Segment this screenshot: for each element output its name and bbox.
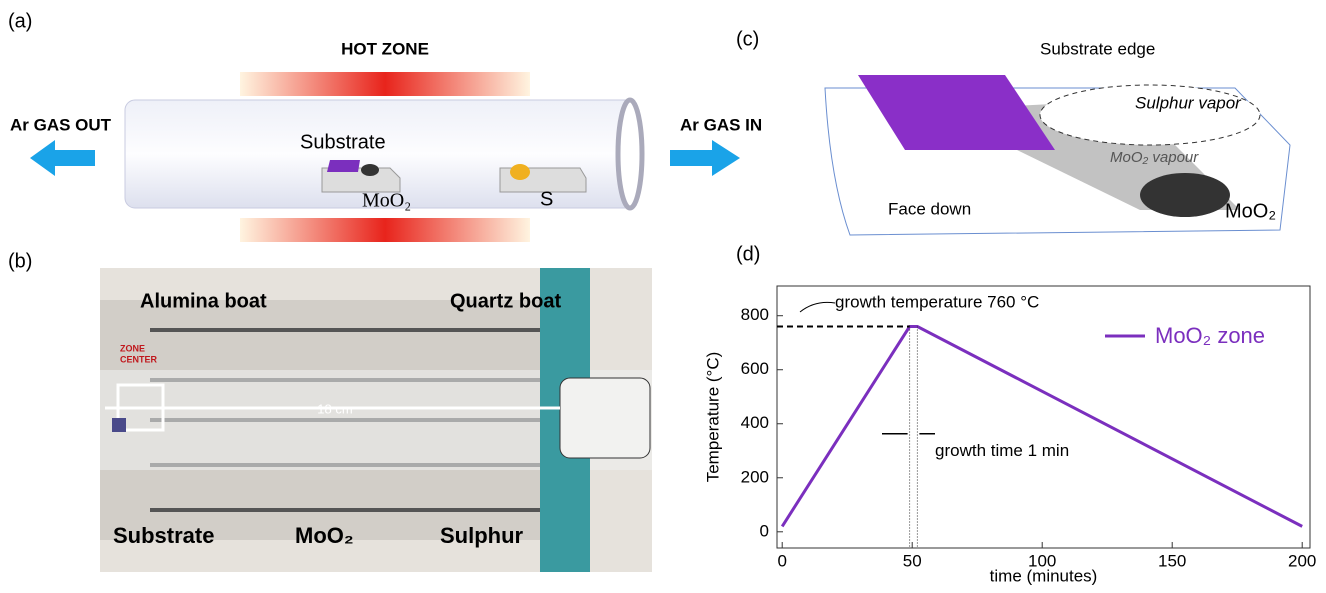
x-axis-label: time (minutes)	[990, 566, 1098, 585]
zone-center: ZONE	[120, 343, 145, 353]
hot-zone	[240, 72, 530, 96]
panel-label: (c)	[736, 28, 759, 50]
annotation: growth time 1 min	[935, 441, 1069, 460]
panel-a: (a) HOT ZONE Ar GAS OUT Ar GAS IN Substr…	[8, 10, 762, 242]
y-tick-label: 0	[760, 521, 769, 540]
gas-in: Ar GAS IN	[680, 115, 762, 134]
panel-label: (a)	[8, 10, 32, 32]
sulphur-vapor: Sulphur vapor	[1135, 93, 1242, 112]
alumina-boat-label: Alumina boat	[140, 290, 267, 312]
hot-zone	[240, 218, 530, 242]
hot-zone-label: HOT ZONE	[341, 39, 429, 58]
substrate-label: Substrate	[113, 523, 214, 548]
moo2-pile	[361, 164, 379, 176]
substrate	[327, 160, 360, 172]
x-tick-label: 150	[1158, 551, 1186, 570]
moo2-pile	[1140, 173, 1230, 217]
substrate	[112, 418, 126, 432]
zone-center: CENTER	[120, 354, 158, 364]
y-tick-label: 800	[741, 305, 769, 324]
figure: (a) HOT ZONE Ar GAS OUT Ar GAS IN Substr…	[0, 0, 1326, 588]
quartz-boat-label: Quartz boat	[450, 290, 561, 312]
legend-label: MoO₂ zone	[1155, 323, 1265, 348]
arrow	[670, 140, 740, 176]
sulphur-label: Sulphur	[440, 523, 524, 548]
quartz-boat	[560, 378, 650, 458]
panel-label: (d)	[736, 243, 760, 265]
annotation: growth temperature 760 °C	[835, 292, 1039, 311]
y-axis-label: Temperature (°C)	[703, 352, 722, 483]
panel-b: (b) 18 cm Alumina boat Quartz boat ZONE …	[8, 250, 652, 572]
substrate	[858, 75, 1055, 150]
x-tick-label: 200	[1288, 551, 1316, 570]
series-line	[782, 327, 1302, 527]
arrow	[30, 140, 95, 176]
moo2-label: MoO₂	[1225, 200, 1276, 222]
substrate-label: Substrate	[300, 131, 386, 153]
y-tick-label: 200	[741, 467, 769, 486]
y-tick-label: 400	[741, 413, 769, 432]
annotation-arrow	[800, 302, 835, 312]
y-tick-label: 600	[741, 359, 769, 378]
panel-label: (b)	[8, 250, 32, 272]
x-tick-label: 50	[903, 551, 922, 570]
gas-out: Ar GAS OUT	[10, 115, 112, 134]
panel-c: (c) Substrate edge Sulphur vapor MoO₂ va…	[736, 28, 1290, 235]
sulphur-pile	[510, 164, 530, 180]
face-down: Face down	[888, 199, 971, 218]
tube-end	[618, 100, 642, 208]
x-tick-label: 0	[777, 551, 786, 570]
moo2-label: MoO₂	[362, 190, 411, 212]
sulphur-label: S	[540, 188, 553, 210]
substrate-edge: Substrate edge	[1040, 39, 1155, 58]
moo2-vapour: MoO₂ vapour	[1110, 149, 1199, 166]
moo2-label: MoO₂	[295, 523, 354, 548]
distance: 18 cm	[317, 401, 352, 416]
